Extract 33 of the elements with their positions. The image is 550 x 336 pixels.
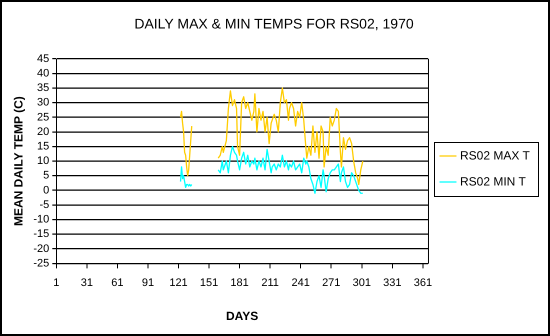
y-tick-label: -20: [33, 242, 50, 255]
x-axis-title: DAYS: [226, 309, 258, 324]
y-tick-label: 25: [37, 111, 50, 124]
x-tick-label: 181: [230, 277, 249, 290]
y-axis-title: MEAN DAILY TEMP (C): [12, 96, 26, 226]
y-tick-label: 30: [37, 96, 50, 109]
x-tick-label: 301: [352, 277, 371, 290]
legend-label: RS02 MIN T: [460, 174, 526, 188]
x-tick-label: 331: [383, 277, 402, 290]
x-tick-label: 61: [111, 277, 124, 290]
y-tick-label: 5: [43, 170, 50, 182]
x-tick-label: 91: [142, 277, 154, 290]
x-tick-label: 1: [53, 277, 60, 290]
chart-title: DAILY MAX & MIN TEMPS FOR RS02, 1970: [134, 15, 414, 32]
y-tick-label: 40: [37, 67, 50, 80]
x-tick-label: 271: [322, 277, 340, 290]
y-tick-label: -15: [33, 228, 50, 240]
y-tick-label: -5: [40, 198, 50, 211]
x-tick-label: 361: [414, 277, 432, 290]
y-tick-label: 45: [37, 52, 50, 65]
y-tick-label: 35: [37, 82, 50, 94]
x-tick-label: 31: [80, 277, 93, 290]
x-tick-label: 151: [200, 277, 218, 290]
y-tick-label: 20: [37, 126, 50, 138]
x-tick-label: 241: [292, 277, 310, 290]
y-tick-label: -25: [33, 257, 50, 270]
y-tick-label: 15: [37, 140, 50, 153]
y-tick-label: -10: [33, 214, 50, 226]
y-tick-label: 0: [43, 184, 50, 196]
legend-label: RS02 MAX T: [460, 148, 530, 162]
x-tick-label: 121: [169, 277, 188, 290]
x-tick-label: 211: [261, 277, 279, 290]
y-tick-label: 10: [37, 155, 50, 168]
